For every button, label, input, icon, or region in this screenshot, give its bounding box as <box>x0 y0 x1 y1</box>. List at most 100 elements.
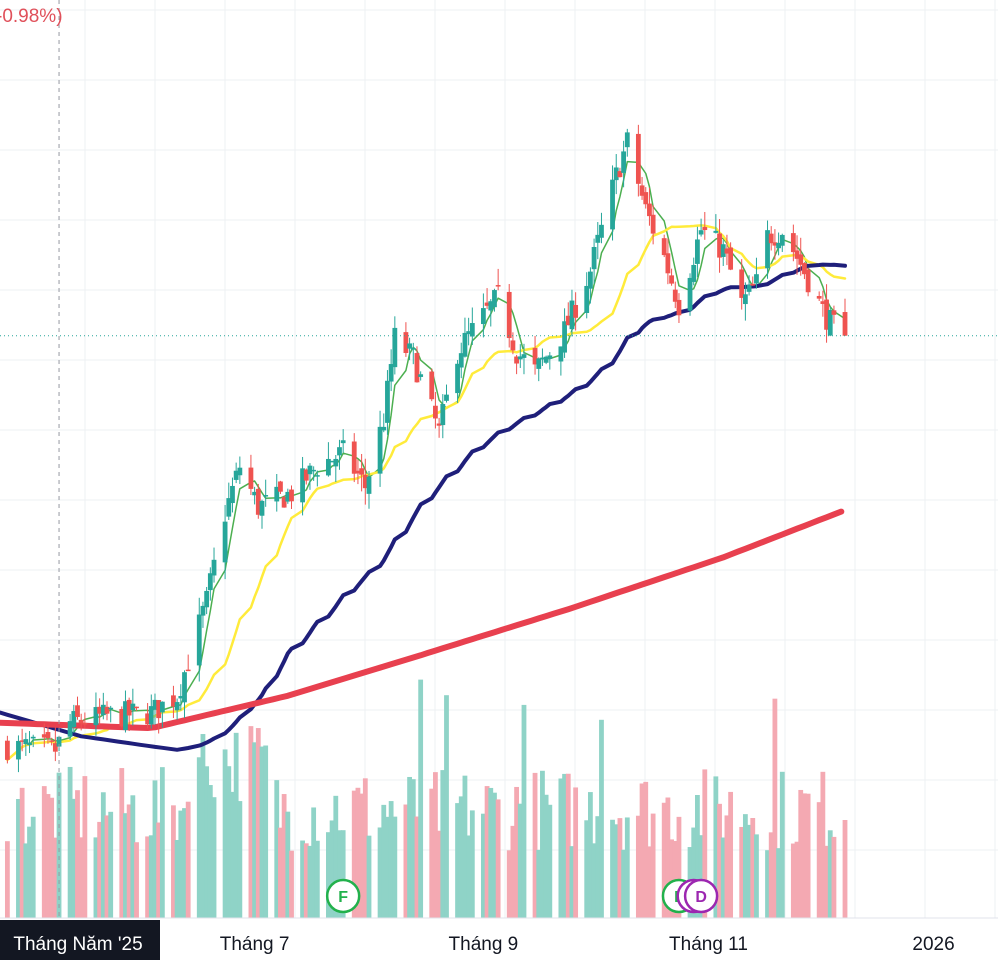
volume-bar <box>540 770 545 918</box>
candle-body <box>307 465 313 475</box>
candle-body <box>45 732 51 739</box>
candle-body <box>134 706 139 709</box>
candle <box>237 456 243 485</box>
candle <box>672 281 678 309</box>
ma-long-line <box>0 508 845 731</box>
candle-body <box>274 486 280 502</box>
volume-bar <box>403 804 409 918</box>
volume-bar <box>52 837 58 918</box>
volume-bar <box>355 787 361 918</box>
volume-bar <box>351 790 357 918</box>
volume-bar <box>610 819 615 918</box>
time-axis-label: Tháng 11 <box>669 934 748 955</box>
candle <box>639 176 645 200</box>
candle <box>196 597 202 682</box>
candle <box>754 257 759 289</box>
candle-body <box>595 234 601 243</box>
time-axis-label: Tháng 7 <box>220 934 290 955</box>
volume-bar <box>16 798 21 918</box>
candle-body <box>440 404 446 426</box>
candle <box>362 458 368 505</box>
volume-bar <box>159 767 165 918</box>
volume-bar <box>739 826 745 918</box>
candle <box>750 276 756 286</box>
candle-body <box>237 467 243 476</box>
candle-body <box>492 290 497 308</box>
candle-body <box>185 669 191 672</box>
candle <box>458 342 464 379</box>
candle <box>650 205 656 245</box>
candle <box>200 601 206 628</box>
volume-bar <box>713 776 719 918</box>
candle <box>569 289 575 337</box>
candle-body <box>130 703 136 711</box>
candle-body <box>159 701 165 713</box>
volume-bar <box>562 773 567 918</box>
candle-body <box>521 354 527 358</box>
volume-bar <box>643 781 649 918</box>
candle-body <box>543 356 549 363</box>
volume-bar <box>433 772 438 918</box>
candle-body <box>311 469 317 472</box>
candle-body <box>742 294 748 305</box>
candle-body <box>178 696 184 699</box>
volume-bar <box>547 804 553 918</box>
dividend-marker[interactable]: D <box>683 878 719 914</box>
candle <box>134 706 139 711</box>
candle-body <box>285 491 291 502</box>
candle-body <box>407 343 412 349</box>
volume-bar <box>532 772 538 918</box>
volume-bar <box>119 768 125 918</box>
candle <box>765 220 770 279</box>
candle-body <box>669 275 674 284</box>
candle-body <box>16 740 21 760</box>
volume-bar <box>307 845 313 918</box>
candle-body <box>717 233 722 258</box>
volume-bar <box>259 746 265 918</box>
volume-bar <box>407 776 412 918</box>
candle <box>469 307 475 345</box>
candle-body <box>19 740 25 742</box>
candle-body <box>754 274 759 284</box>
candle-body <box>591 247 597 270</box>
candle-body <box>798 254 804 265</box>
candle-body <box>647 203 652 217</box>
volume-bar <box>506 850 512 918</box>
volume-bar <box>123 813 128 918</box>
candle <box>93 692 99 736</box>
candle-body <box>621 151 627 173</box>
volume-bar <box>510 825 516 918</box>
candle <box>145 703 150 729</box>
candle <box>274 474 280 512</box>
candle-body <box>820 301 826 304</box>
volume-bar <box>78 837 84 918</box>
candle <box>377 410 383 487</box>
candle <box>351 433 357 483</box>
candle <box>337 439 342 470</box>
candle <box>547 352 553 370</box>
volume-bar <box>359 793 365 918</box>
volume-bar <box>665 797 671 918</box>
earnings-marker[interactable]: F <box>325 878 361 914</box>
volume-bar <box>281 794 287 918</box>
change-percent-label: -0.98%) <box>0 6 63 27</box>
volume-bar <box>613 824 619 918</box>
volume-bar <box>842 820 848 918</box>
volume-bar <box>440 770 446 918</box>
candle-body <box>211 559 217 576</box>
candle <box>842 298 848 336</box>
candle-body <box>466 331 472 335</box>
candle <box>23 732 29 756</box>
candle-body <box>484 302 490 306</box>
candle <box>517 344 523 368</box>
candle <box>772 229 778 260</box>
volume-bar <box>444 695 449 918</box>
candle <box>831 305 837 324</box>
candle-body <box>289 489 294 502</box>
volume-bar <box>717 803 722 918</box>
volume-bar <box>565 773 571 918</box>
volume-bar <box>410 779 416 918</box>
volume-bar <box>558 778 564 918</box>
candle-body <box>385 380 390 423</box>
